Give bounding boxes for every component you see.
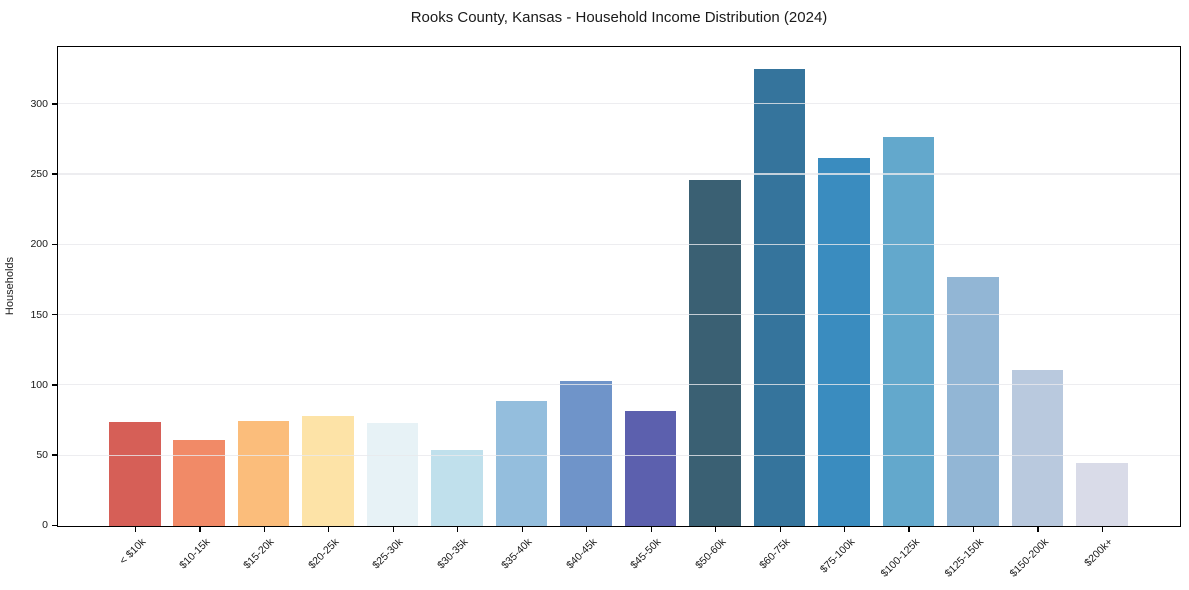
x-tick-label: $35-40k xyxy=(499,536,535,572)
x-tick-mark xyxy=(972,527,975,532)
bar-40-45k xyxy=(560,381,612,526)
x-tick-mark xyxy=(134,527,137,532)
x-tick-label: $25-30k xyxy=(370,536,406,572)
x-tick-label: $60-75k xyxy=(757,536,793,572)
bar-35-40k xyxy=(495,400,548,526)
bar-10-15k xyxy=(173,440,225,526)
bar-15-20k xyxy=(237,420,290,526)
bar-200k xyxy=(1076,462,1128,526)
x-tick-mark xyxy=(1101,527,1104,532)
y-tick-label-250: 250 xyxy=(30,168,48,181)
gridline-50 xyxy=(58,454,1180,456)
y-tick-mark-50 xyxy=(52,454,57,456)
x-tick-label: $20-25k xyxy=(305,536,342,572)
y-tick-label-200: 200 xyxy=(30,238,48,251)
x-tick-label: $75-100k xyxy=(817,536,858,576)
x-tick-label: $100-125k xyxy=(878,536,922,580)
x-tick-mark xyxy=(521,527,523,532)
y-tick-mark-300 xyxy=(52,103,57,105)
bar-100-125k xyxy=(882,136,935,526)
y-tick-label-100: 100 xyxy=(30,378,48,391)
x-tick-label: < $10k xyxy=(116,536,148,567)
y-tick-label-150: 150 xyxy=(30,308,48,321)
y-tick-label-300: 300 xyxy=(30,97,48,110)
x-tick-mark xyxy=(650,527,652,532)
y-tick-mark-150 xyxy=(52,313,57,316)
bar-75-100k xyxy=(818,157,870,526)
x-tick-label: $10-15k xyxy=(176,536,213,572)
y-tick-label-0: 0 xyxy=(42,519,48,532)
x-tick-label: $50-60k xyxy=(692,536,729,572)
y-tick-mark-0 xyxy=(52,524,57,527)
x-tick-mark xyxy=(715,527,717,532)
x-tick-mark xyxy=(199,527,201,532)
x-tick-mark xyxy=(844,527,846,532)
x-tick-mark xyxy=(328,527,330,532)
x-tick-label: $30-35k xyxy=(434,536,471,572)
gridline-100 xyxy=(58,384,1180,386)
chart-title: Rooks County, Kansas - Household Income … xyxy=(410,9,828,26)
bar-30-35k xyxy=(431,450,483,526)
y-axis-label-text: Households xyxy=(4,257,16,316)
bar-25-30k xyxy=(366,423,419,526)
bar-60-75k xyxy=(753,69,806,526)
x-tick-mark xyxy=(779,527,781,532)
bar-150-200k xyxy=(1011,370,1064,526)
y-tick-mark-250 xyxy=(52,173,57,175)
x-tick-mark xyxy=(1037,527,1039,532)
x-tick-label: $200k+ xyxy=(1082,536,1116,570)
x-tick-label: $15-20k xyxy=(241,536,277,572)
y-tick-label-50: 50 xyxy=(36,449,48,462)
x-tick-label: $45-50k xyxy=(628,536,664,572)
x-tick-label: $125-150k xyxy=(942,536,987,580)
x-tick-label: $150-200k xyxy=(1007,536,1051,580)
x-tick-mark xyxy=(908,527,910,532)
bar-125-150k xyxy=(947,277,999,526)
y-tick-mark-100 xyxy=(52,384,57,386)
bar-50-60k xyxy=(689,180,741,526)
bar-20-25k xyxy=(302,416,354,526)
gridline-250 xyxy=(58,173,1180,175)
x-tick-mark xyxy=(392,527,394,532)
gridline-300 xyxy=(58,103,1180,105)
y-tick-mark-200 xyxy=(52,243,57,246)
x-tick-label: $40-45k xyxy=(563,536,600,572)
gridline-150 xyxy=(58,314,1180,316)
bar-10k xyxy=(108,422,161,526)
gridline-200 xyxy=(58,243,1180,245)
x-tick-mark xyxy=(457,527,459,532)
x-tick-mark xyxy=(586,527,588,532)
bar-45-50k xyxy=(624,410,677,526)
plot-area xyxy=(57,46,1181,527)
x-tick-mark xyxy=(263,527,265,532)
